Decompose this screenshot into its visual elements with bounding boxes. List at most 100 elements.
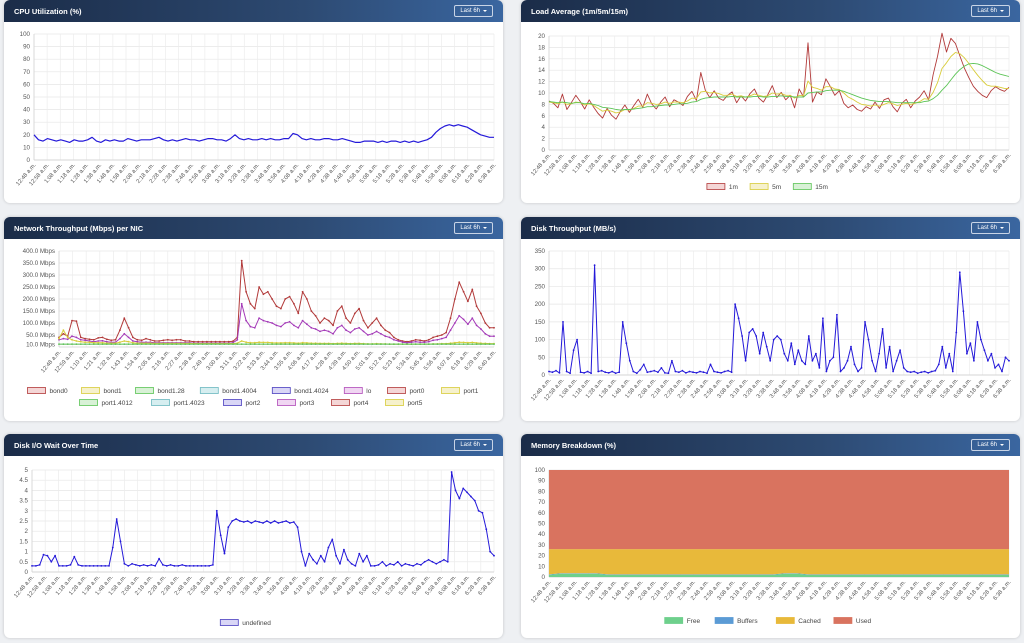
cpu-range-dropdown[interactable]: Last 6h xyxy=(454,5,493,17)
data-point xyxy=(127,340,130,343)
legend-label: bond1.28 xyxy=(158,388,185,395)
data-point xyxy=(336,326,339,329)
data-point xyxy=(304,565,307,567)
data-point xyxy=(262,319,265,322)
y-tick-label: 10 xyxy=(23,144,30,151)
data-point xyxy=(73,555,76,558)
chevron-down-icon xyxy=(483,444,487,446)
data-point xyxy=(269,522,272,524)
legend-label: port2 xyxy=(246,400,261,407)
data-point xyxy=(635,372,638,375)
data-point xyxy=(548,370,550,373)
legend-swatch xyxy=(271,387,291,394)
data-point xyxy=(843,367,845,369)
data-point xyxy=(797,349,800,352)
data-point xyxy=(860,367,863,369)
data-point xyxy=(727,369,729,372)
data-point xyxy=(477,509,480,512)
data-point xyxy=(772,338,775,341)
data-point xyxy=(406,343,408,345)
data-point xyxy=(327,330,330,333)
data-point xyxy=(484,332,487,335)
data-point xyxy=(284,298,287,300)
data-point xyxy=(762,331,765,334)
data-point xyxy=(551,371,554,374)
data-point xyxy=(381,560,384,563)
data-point xyxy=(611,370,614,373)
data-point xyxy=(671,359,673,362)
load-title: Load Average (1m/5m/15m) xyxy=(531,6,628,16)
data-point xyxy=(258,286,260,288)
data-point xyxy=(583,372,585,374)
iowait-title: Disk I/O Wait Over Time xyxy=(14,440,99,450)
y-tick-label: 300 xyxy=(535,266,546,273)
data-point xyxy=(657,371,659,374)
data-point xyxy=(473,499,476,502)
legend-swatch xyxy=(199,387,219,394)
network-card: Network Throughput (Mbps) per NIC Last 6… xyxy=(4,217,503,421)
data-point xyxy=(66,338,69,341)
memory-range-dropdown[interactable]: Last 6h xyxy=(971,439,1010,451)
data-point xyxy=(980,338,982,341)
data-point xyxy=(188,340,191,342)
network-range-dropdown[interactable]: Last 6h xyxy=(454,222,493,234)
data-point xyxy=(388,343,391,345)
data-point xyxy=(184,343,187,345)
data-point xyxy=(941,345,944,348)
data-point xyxy=(454,343,456,345)
data-point xyxy=(310,343,313,345)
data-point xyxy=(716,371,719,374)
data-point xyxy=(674,370,677,373)
data-point xyxy=(927,372,930,374)
data-point xyxy=(397,343,400,345)
iowait-range-dropdown[interactable]: Last 6h xyxy=(454,439,493,451)
data-point xyxy=(471,341,474,344)
data-point xyxy=(458,281,461,284)
data-point xyxy=(692,371,694,374)
data-point xyxy=(660,367,663,369)
network-chart: 10.0 Mbps 50.0 Mbps 100.0 Mbps 150.0 Mbps 20… xyxy=(23,248,498,407)
area-buffers xyxy=(549,573,1009,575)
data-point xyxy=(836,313,838,316)
data-point xyxy=(449,343,452,345)
data-point xyxy=(450,471,453,473)
data-point xyxy=(562,321,564,323)
data-point xyxy=(293,324,295,327)
data-point xyxy=(127,565,130,567)
data-point xyxy=(362,560,364,563)
data-point xyxy=(332,324,334,327)
load-range-dropdown[interactable]: Last 6h xyxy=(971,5,1010,17)
data-point xyxy=(423,341,426,344)
data-point xyxy=(75,340,78,342)
data-point xyxy=(206,340,208,343)
data-point xyxy=(484,343,487,345)
data-point xyxy=(108,565,110,567)
data-point xyxy=(966,352,968,355)
data-point xyxy=(271,298,273,300)
data-point xyxy=(874,370,877,373)
data-point xyxy=(215,509,218,512)
data-point xyxy=(231,520,234,522)
data-point xyxy=(419,339,421,342)
data-point xyxy=(445,343,447,345)
data-point xyxy=(345,329,347,332)
data-point xyxy=(293,343,295,345)
data-point xyxy=(240,340,243,342)
y-tick-label: 4 xyxy=(25,487,29,494)
data-point xyxy=(275,343,278,345)
data-point xyxy=(702,371,705,374)
data-point xyxy=(340,324,343,327)
data-point xyxy=(371,343,374,345)
y-tick-label: 0 xyxy=(542,147,546,154)
series-line-5m xyxy=(548,52,1009,114)
legend-swatch xyxy=(331,399,350,406)
disk-range-dropdown[interactable]: Last 6h xyxy=(971,222,1010,234)
legend-swatch xyxy=(81,387,100,394)
data-point xyxy=(388,336,391,339)
data-point xyxy=(423,560,426,563)
y-tick-label: 14 xyxy=(538,67,545,74)
data-point xyxy=(565,370,568,373)
y-tick-label: 20 xyxy=(538,33,545,40)
data-point xyxy=(266,341,269,344)
y-tick-label: 50 xyxy=(538,521,545,528)
